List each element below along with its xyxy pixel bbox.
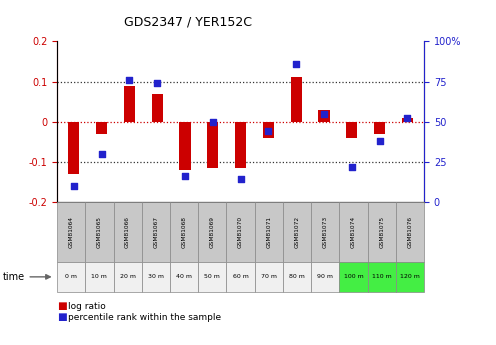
- Point: [181, 174, 189, 179]
- Point: [320, 111, 328, 116]
- Bar: [207, 122, 218, 168]
- Point: [237, 177, 245, 182]
- Text: log ratio: log ratio: [68, 302, 106, 311]
- Text: 20 m: 20 m: [120, 274, 135, 279]
- Text: GSM81071: GSM81071: [266, 216, 271, 248]
- Bar: [291, 78, 302, 122]
- Bar: [318, 110, 329, 122]
- Bar: [346, 122, 357, 138]
- Text: GSM81068: GSM81068: [182, 216, 186, 248]
- Bar: [263, 122, 274, 138]
- Text: 90 m: 90 m: [317, 274, 333, 279]
- Text: ■: ■: [57, 313, 67, 322]
- Point: [153, 80, 161, 86]
- Text: GSM81065: GSM81065: [97, 216, 102, 248]
- Bar: [180, 122, 190, 170]
- Bar: [124, 86, 135, 122]
- Point: [209, 119, 217, 125]
- Bar: [68, 122, 79, 174]
- Text: ■: ■: [57, 302, 67, 311]
- Point: [98, 151, 106, 157]
- Point: [375, 138, 383, 144]
- Text: percentile rank within the sample: percentile rank within the sample: [68, 313, 221, 322]
- Text: 60 m: 60 m: [233, 274, 248, 279]
- Point: [125, 77, 133, 83]
- Point: [264, 128, 272, 134]
- Text: GSM81069: GSM81069: [210, 216, 215, 248]
- Bar: [152, 93, 163, 122]
- Text: GDS2347 / YER152C: GDS2347 / YER152C: [124, 16, 252, 29]
- Point: [403, 116, 411, 121]
- Bar: [374, 122, 385, 134]
- Text: 120 m: 120 m: [400, 274, 420, 279]
- Text: GSM81073: GSM81073: [323, 216, 328, 248]
- Text: 30 m: 30 m: [148, 274, 164, 279]
- Text: GSM81067: GSM81067: [153, 216, 158, 248]
- Text: GSM81066: GSM81066: [125, 216, 130, 248]
- Text: 0 m: 0 m: [65, 274, 77, 279]
- Text: GSM81072: GSM81072: [295, 216, 300, 248]
- Point: [70, 183, 78, 189]
- Text: 100 m: 100 m: [344, 274, 364, 279]
- Text: 80 m: 80 m: [289, 274, 305, 279]
- Text: time: time: [2, 272, 25, 282]
- Text: 110 m: 110 m: [372, 274, 392, 279]
- Text: GSM81070: GSM81070: [238, 216, 243, 248]
- Text: 70 m: 70 m: [261, 274, 277, 279]
- Bar: [402, 118, 413, 122]
- Point: [292, 61, 300, 67]
- Text: GSM81064: GSM81064: [68, 216, 74, 248]
- Text: GSM81076: GSM81076: [407, 216, 413, 248]
- Point: [348, 164, 356, 169]
- Bar: [235, 122, 246, 168]
- Text: 50 m: 50 m: [204, 274, 220, 279]
- Text: 40 m: 40 m: [176, 274, 192, 279]
- Bar: [96, 122, 107, 134]
- Text: GSM81074: GSM81074: [351, 216, 356, 248]
- Text: 10 m: 10 m: [91, 274, 107, 279]
- Text: GSM81075: GSM81075: [379, 216, 384, 248]
